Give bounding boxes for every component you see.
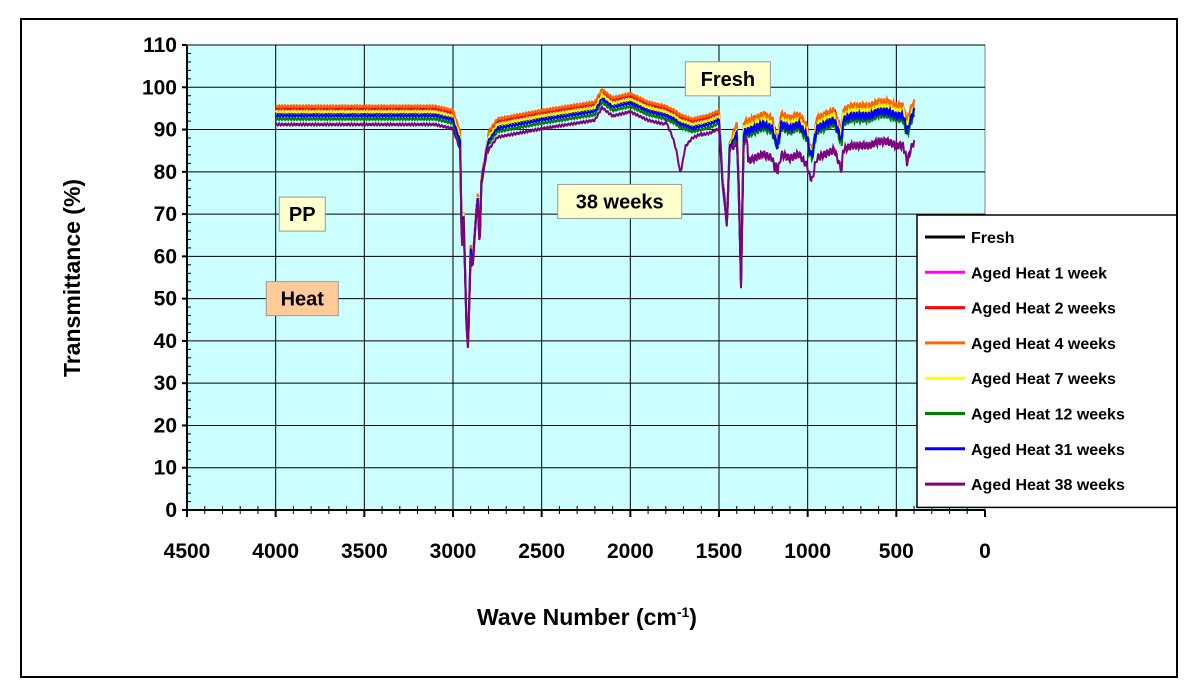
legend-label-2: Aged Heat 1 week <box>971 265 1107 282</box>
y-tick-label: 70 <box>154 203 177 226</box>
legend-label-4: Aged Heat 4 weeks <box>971 336 1116 353</box>
y-tick-label: 0 <box>165 499 177 522</box>
annotation-label-4: Heat <box>281 289 325 311</box>
x-tick-label: 2000 <box>607 540 654 563</box>
legend-label-1: Fresh <box>971 230 1015 247</box>
x-tick-label: 500 <box>879 540 914 563</box>
legend-label-6: Aged Heat 12 weeks <box>971 407 1125 424</box>
legend-label-7: Aged Heat 31 weeks <box>971 442 1125 459</box>
y-tick-label: 50 <box>154 288 177 311</box>
series-group <box>274 87 916 349</box>
annotation-box-1 <box>684 61 771 97</box>
annotations-group: Fresh 38 weeks PP Heat <box>265 61 771 317</box>
x-axis-label-superscript: -1 <box>677 604 690 620</box>
x-tick-label: 3000 <box>430 540 477 563</box>
series-line-8 <box>275 104 916 349</box>
legend-box <box>916 214 1176 509</box>
x-axis-label-main: Wave Number (cm <box>477 604 677 630</box>
y-tick-label: 110 <box>143 34 177 57</box>
y-tick-label: 30 <box>154 372 177 395</box>
y-tick-label: 90 <box>154 119 177 142</box>
annotation-label-1: Fresh <box>701 69 755 91</box>
series-line-5 <box>274 91 916 344</box>
x-tick-label: 4500 <box>164 540 211 563</box>
y-tick-label: 20 <box>154 414 177 437</box>
x-tick-label: 2500 <box>518 540 565 563</box>
axes-group: 0 10 20 30 40 50 60 70 80 90 100 110 4500 4000 3500 300… <box>142 34 991 563</box>
chart-frame: 0 10 20 30 40 50 60 70 80 90 100 110 4500 4000 3500 300… <box>20 18 1178 678</box>
annotation-label-2: 38 weeks <box>576 191 664 213</box>
legend: Fresh Aged Heat 1 week Aged Heat 2 weeks Ag… <box>916 214 1176 509</box>
y-axis-label: Transmittance (%) <box>59 179 85 377</box>
series-line-6 <box>275 100 916 345</box>
legend-label-5: Aged Heat 7 weeks <box>971 371 1116 388</box>
annotation-box-4 <box>265 281 339 317</box>
legend-label-3: Aged Heat 2 weeks <box>971 301 1116 318</box>
x-tick-label: 4000 <box>252 540 299 563</box>
x-axis-label: Wave Number (cm-1) <box>477 604 697 630</box>
y-tick-label: 40 <box>154 330 177 353</box>
annotation-label-3: PP <box>289 204 316 226</box>
legend-label-8: Aged Heat 38 weeks <box>971 477 1125 494</box>
transmittance-chart: 0 10 20 30 40 50 60 70 80 90 100 110 4500 4000 3500 300… <box>59 34 1176 630</box>
x-axis-label-tail: ) <box>689 604 697 630</box>
y-tick-label: 10 <box>154 457 177 480</box>
x-tick-label: 0 <box>979 540 991 563</box>
y-tick-label: 60 <box>154 245 177 268</box>
y-tick-label: 80 <box>154 161 177 184</box>
x-tick-label: 1500 <box>696 540 743 563</box>
series-line-7 <box>274 97 916 343</box>
y-tick-label: 100 <box>142 76 177 99</box>
annotation-box-3 <box>278 196 326 232</box>
x-tick-label: 3500 <box>341 540 388 563</box>
annotation-box-2 <box>557 183 683 219</box>
x-tick-label: 1000 <box>784 540 831 563</box>
